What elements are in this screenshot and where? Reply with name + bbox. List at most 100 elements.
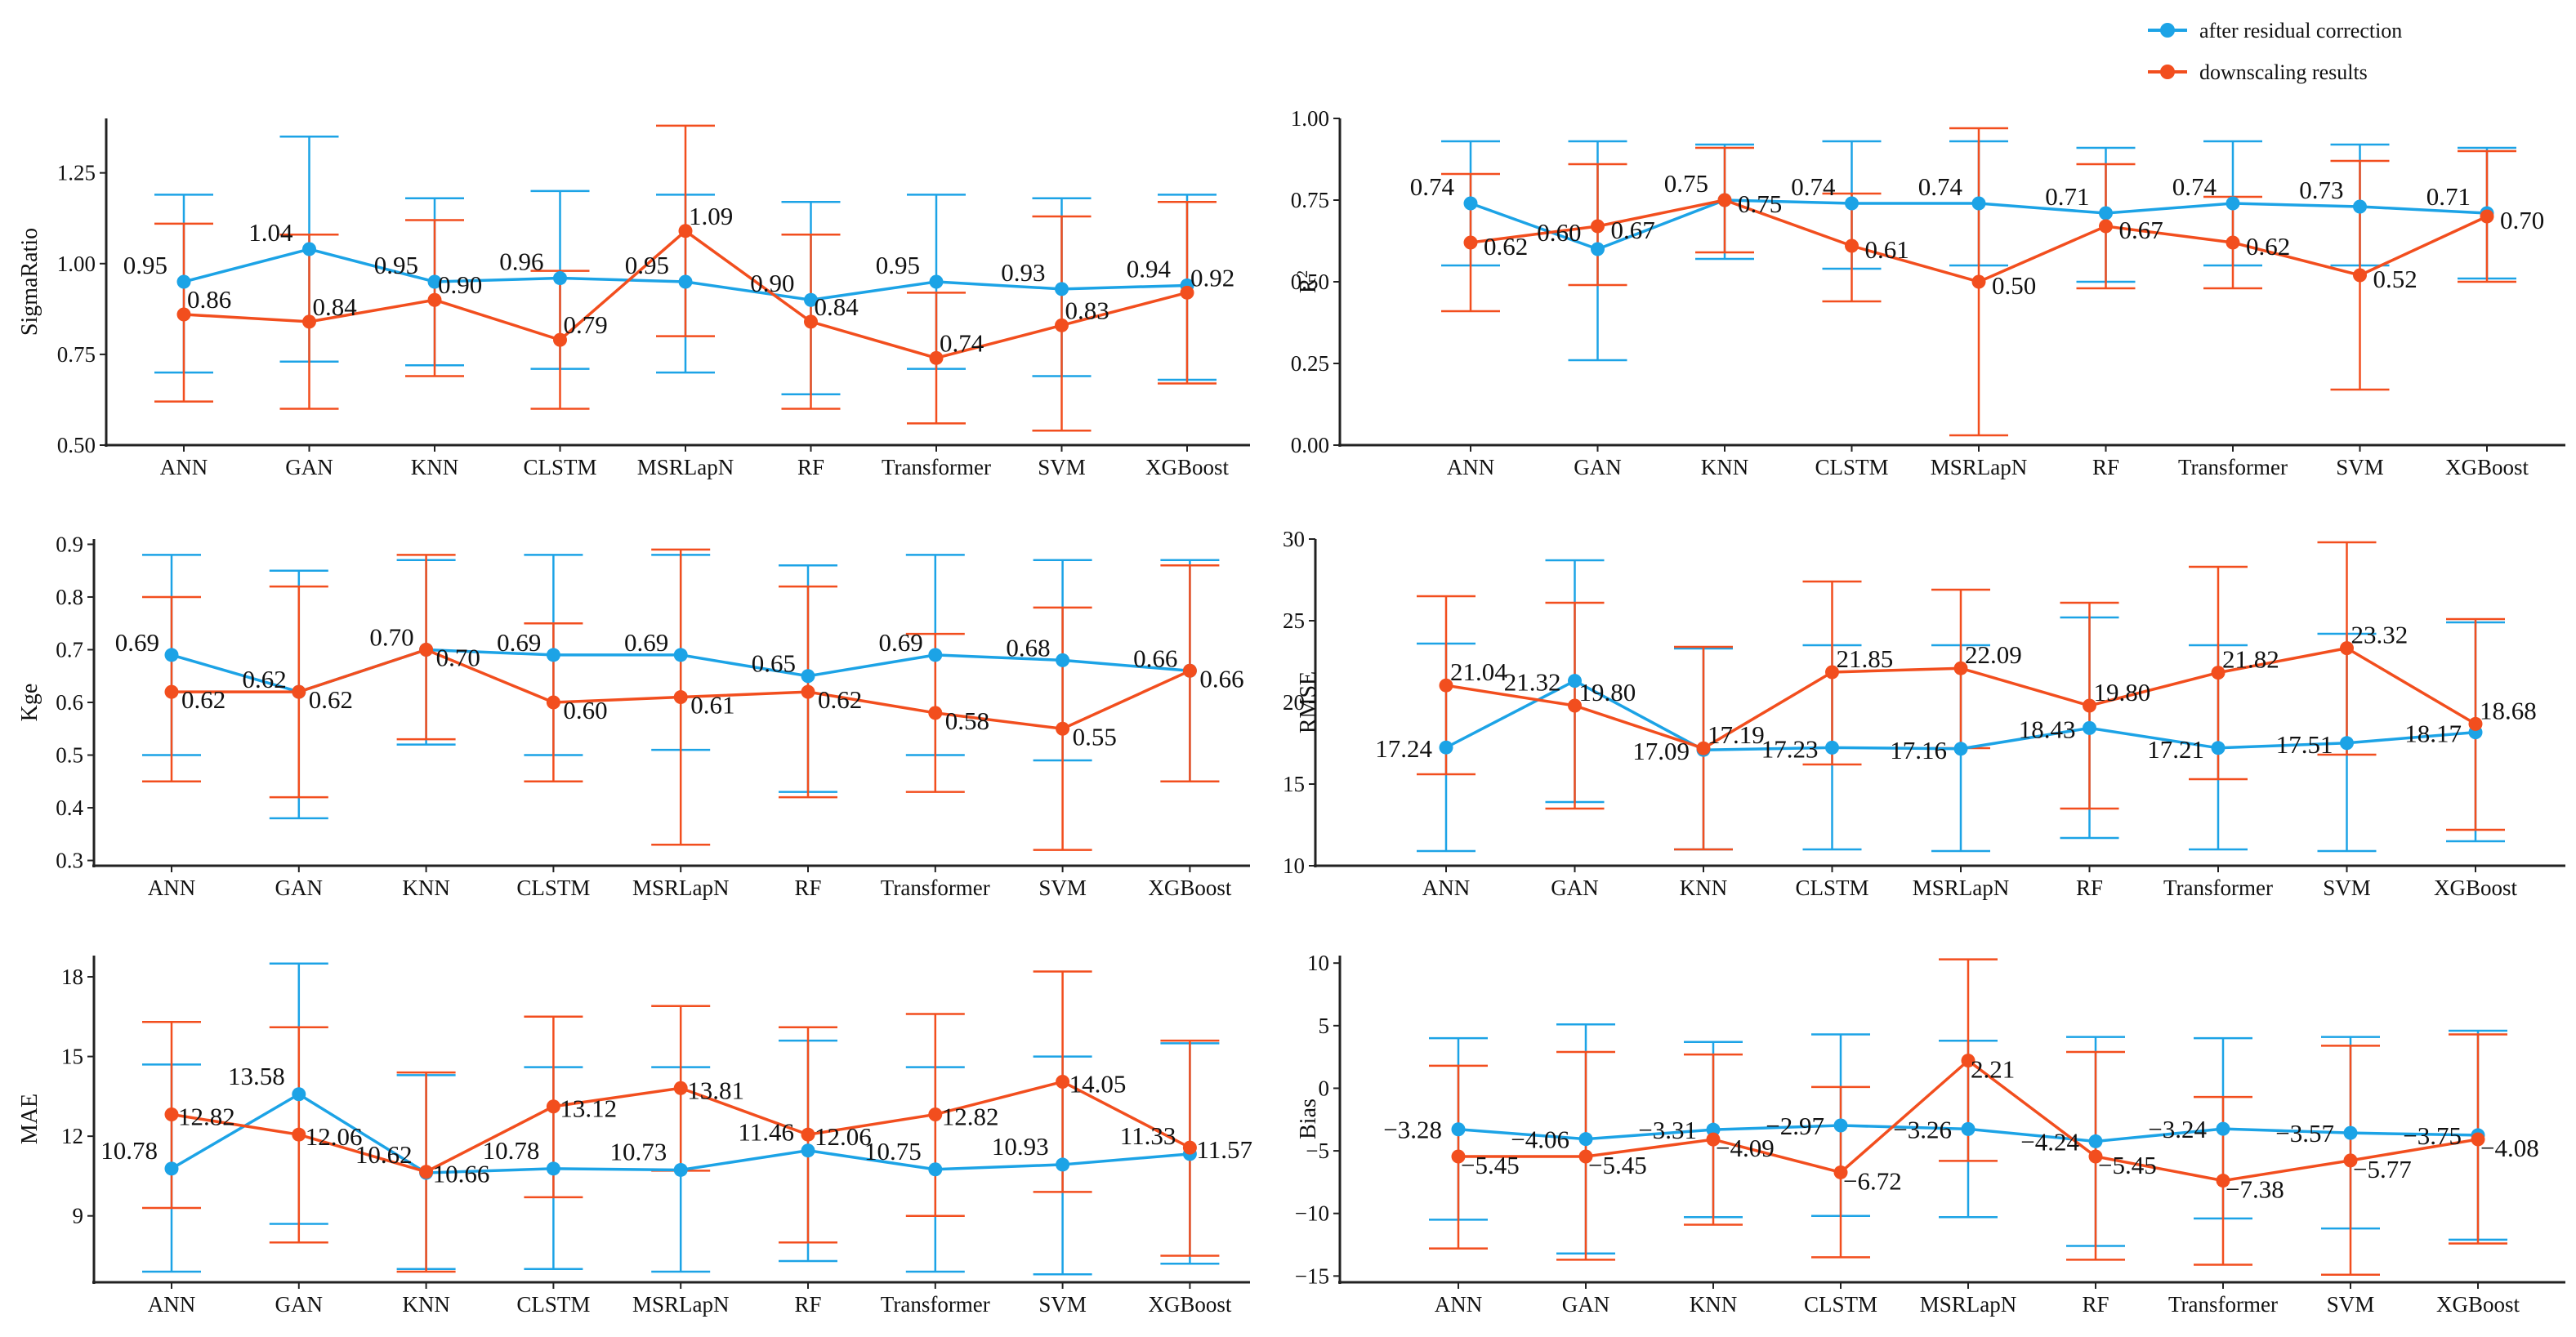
data-point [801, 684, 815, 699]
data-label: −6.72 [1843, 1166, 1902, 1195]
y-tick-label: 1.00 [1291, 106, 1329, 131]
data-label: 17.16 [1890, 736, 1947, 764]
data-label: 0.69 [624, 628, 668, 657]
x-tick-label: XGBoost [1148, 876, 1232, 900]
data-label: −7.38 [2226, 1175, 2284, 1204]
data-point [1439, 678, 1453, 693]
data-label: 0.95 [374, 251, 418, 279]
legend: after residual correction downscaling re… [2148, 19, 2402, 84]
x-tick-label: MSRLapN [1920, 1292, 2017, 1317]
x-tick-label: Transformer [2178, 455, 2288, 479]
x-tick-label: KNN [1680, 876, 1728, 900]
y-tick-label: 0 [1319, 1076, 1330, 1100]
data-point [1825, 665, 1839, 680]
series-line-group-downscaling-results [1463, 193, 2494, 289]
data-point [1056, 721, 1070, 736]
y-tick-label: 0.50 [57, 433, 96, 457]
data-label: 17.09 [1632, 737, 1690, 765]
data-label: 0.65 [752, 649, 796, 678]
data-point [1833, 1165, 1848, 1179]
x-tick-label: MSRLapN [632, 1292, 730, 1317]
y-tick-label: 18 [61, 965, 83, 989]
data-point [1463, 235, 1478, 250]
series-line-group-downscaling-results [1439, 641, 2483, 755]
data-point [1439, 740, 1453, 755]
x-tick-label: ANN [148, 876, 196, 900]
data-point [2211, 666, 2226, 680]
x-tick-label: Transformer [882, 455, 991, 479]
y-axis-title: SigmaRatio [17, 228, 42, 336]
data-point [1833, 1118, 1848, 1133]
data-point [419, 642, 434, 657]
data-label: 2.21 [1971, 1055, 2015, 1084]
data-label: 0.74 [1791, 172, 1836, 201]
data-point [1961, 1121, 1976, 1136]
data-point [1717, 193, 1732, 207]
x-tick-label: XGBoost [2434, 876, 2518, 900]
x-tick-label: SVM [1038, 455, 1086, 479]
series-line-group-downscaling-results [164, 1074, 1197, 1179]
data-point [1971, 274, 1986, 289]
x-tick-label: GAN [275, 1292, 324, 1317]
data-point [673, 1162, 688, 1177]
data-point [1056, 653, 1070, 667]
y-tick-label: 0.7 [56, 637, 83, 662]
data-label: 0.52 [2373, 265, 2418, 293]
data-label: 0.75 [1738, 189, 1782, 218]
data-label: 17.23 [1761, 734, 1819, 763]
x-tick-label: RF [2082, 1292, 2109, 1317]
y-tick-label: 20 [1283, 690, 1305, 715]
data-label: 0.61 [1865, 235, 1909, 264]
data-label: −4.06 [1511, 1125, 1569, 1154]
data-label: −3.75 [2403, 1121, 2462, 1150]
data-label: 0.68 [1006, 633, 1050, 662]
data-label: 11.57 [1196, 1135, 1252, 1164]
data-label: 19.80 [2094, 678, 2151, 706]
data-point [801, 1127, 815, 1142]
data-label: 0.69 [115, 628, 159, 657]
data-label: 18.68 [2480, 696, 2537, 724]
data-label: 0.66 [1199, 664, 1243, 693]
data-label: 0.55 [1073, 722, 1117, 751]
data-point [2226, 235, 2240, 250]
data-point [2099, 206, 2113, 221]
data-point [2340, 736, 2354, 751]
y-tick-label: 10 [1307, 951, 1329, 975]
data-point [164, 1161, 179, 1176]
data-point [1971, 196, 1986, 211]
data-label: 23.32 [2351, 621, 2409, 649]
x-tick-label: SVM [1038, 1292, 1087, 1317]
x-tick-label: MSRLapN [1913, 876, 2010, 900]
data-label: −3.24 [2148, 1115, 2207, 1143]
data-label: 0.93 [1001, 258, 1045, 287]
y-tick-label: 0.50 [1291, 270, 1329, 294]
legend-marker-after-residual-correction [2160, 23, 2175, 38]
data-label: −3.57 [2275, 1119, 2334, 1148]
data-point [292, 1087, 306, 1102]
data-point [2353, 268, 2367, 283]
data-point [419, 1165, 434, 1179]
data-point [292, 684, 306, 699]
data-label: −2.97 [1766, 1112, 1824, 1140]
x-tick-label: GAN [1551, 876, 1599, 900]
data-label: 12.82 [942, 1102, 999, 1130]
x-tick-label: GAN [1562, 1292, 1610, 1317]
data-label: 0.74 [1918, 172, 1963, 201]
x-tick-label: GAN [1574, 455, 1622, 479]
data-label: 0.74 [2172, 172, 2217, 201]
x-tick-label: GAN [285, 455, 333, 479]
x-tick-label: SVM [2327, 1292, 2375, 1317]
data-label: 0.92 [1190, 263, 1234, 292]
data-point [546, 695, 560, 710]
data-label: 0.73 [2299, 176, 2343, 204]
data-label: 11.33 [1120, 1121, 1176, 1150]
x-tick-label: ANN [148, 1292, 196, 1317]
data-point [1568, 674, 1582, 689]
data-point [546, 648, 560, 662]
data-label: 0.75 [1664, 169, 1708, 198]
data-point [164, 684, 179, 699]
data-label: 22.09 [1965, 640, 2022, 669]
y-tick-label: 0.9 [56, 532, 83, 556]
data-point [176, 274, 191, 289]
